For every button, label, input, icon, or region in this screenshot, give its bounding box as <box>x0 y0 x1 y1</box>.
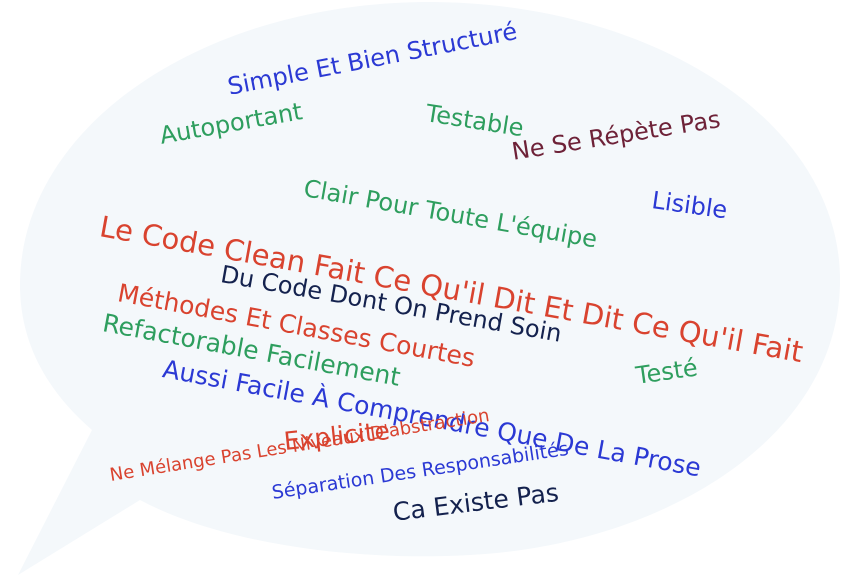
speech-bubble-shape <box>18 2 840 575</box>
